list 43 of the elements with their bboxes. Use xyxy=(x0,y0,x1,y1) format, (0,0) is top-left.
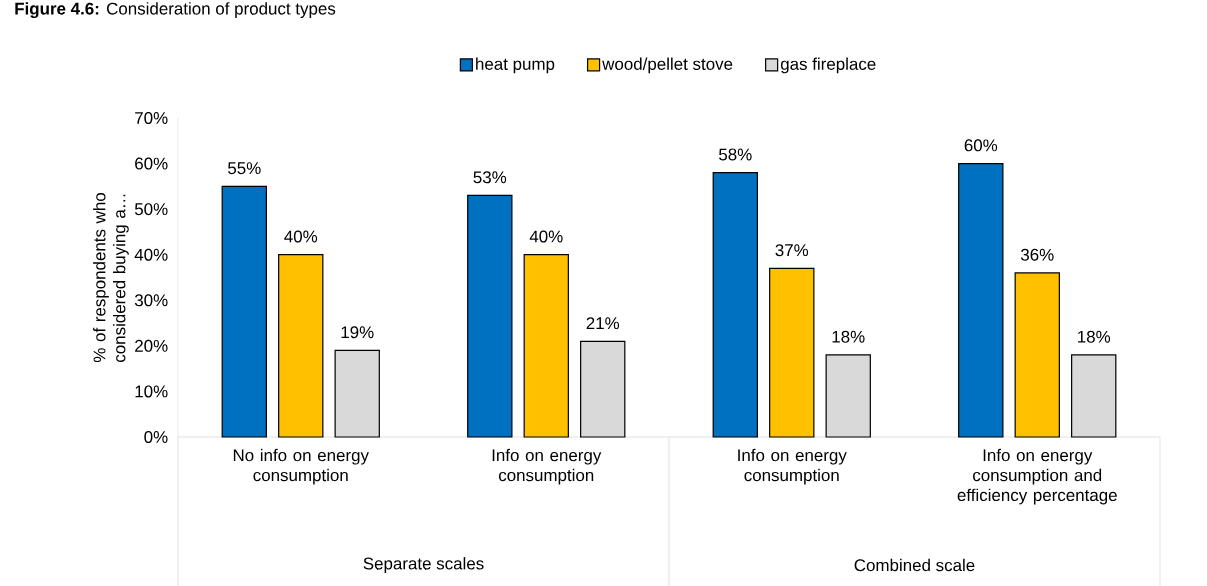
y-tick-label: 20% xyxy=(135,339,168,352)
y-tick-label: 10% xyxy=(135,385,168,398)
chart-title: Figure 4.6: Consideration of product types xyxy=(15,2,336,19)
y-axis-title: % of respondents who considered buying a… xyxy=(93,193,129,363)
bar xyxy=(278,254,324,438)
y-tick-label: 50% xyxy=(134,203,168,216)
text: Combined scale xyxy=(854,558,975,572)
data-label: 36% xyxy=(1020,248,1054,261)
x-tick-label: Info on energy consumption xyxy=(492,448,602,485)
legend-label: heat pump xyxy=(476,57,555,74)
data-label: 60% xyxy=(964,139,998,152)
bar xyxy=(958,162,1004,438)
y-tick-label: 40% xyxy=(134,248,168,261)
bar xyxy=(467,194,513,438)
y-tick-label: 60% xyxy=(135,157,168,170)
y-tick-label: 30% xyxy=(134,294,168,307)
bar xyxy=(769,267,815,438)
data-label: 53% xyxy=(473,171,507,184)
data-label: 40% xyxy=(529,230,563,243)
bar xyxy=(334,349,380,438)
data-label: 37% xyxy=(775,244,809,257)
text: Separate scales xyxy=(363,557,484,573)
bar xyxy=(825,354,871,438)
legend-label: gas fireplace xyxy=(780,57,876,74)
data-label: 18% xyxy=(832,330,865,343)
x-tick-label: Info on energy consumption xyxy=(738,448,847,485)
data-label: 21% xyxy=(586,317,620,330)
bar xyxy=(523,254,569,438)
x-tick-label: Info on energy consumption and efficiency percentage xyxy=(957,448,1117,505)
y-tick-label: 0% xyxy=(144,430,168,443)
bar xyxy=(712,172,758,438)
y-tick-label: 70% xyxy=(135,111,168,124)
bar xyxy=(1071,354,1117,438)
bar xyxy=(580,340,626,438)
legend-label: wood/pellet stove xyxy=(602,57,733,74)
bar xyxy=(1014,272,1060,438)
data-label: 19% xyxy=(341,326,374,339)
bar xyxy=(221,185,267,438)
data-label: 40% xyxy=(284,230,318,243)
data-label: 58% xyxy=(719,148,752,161)
data-label: 18% xyxy=(1078,330,1111,343)
x-tick-label: No info on energy consumption xyxy=(233,448,369,485)
data-label: 55% xyxy=(228,162,261,175)
